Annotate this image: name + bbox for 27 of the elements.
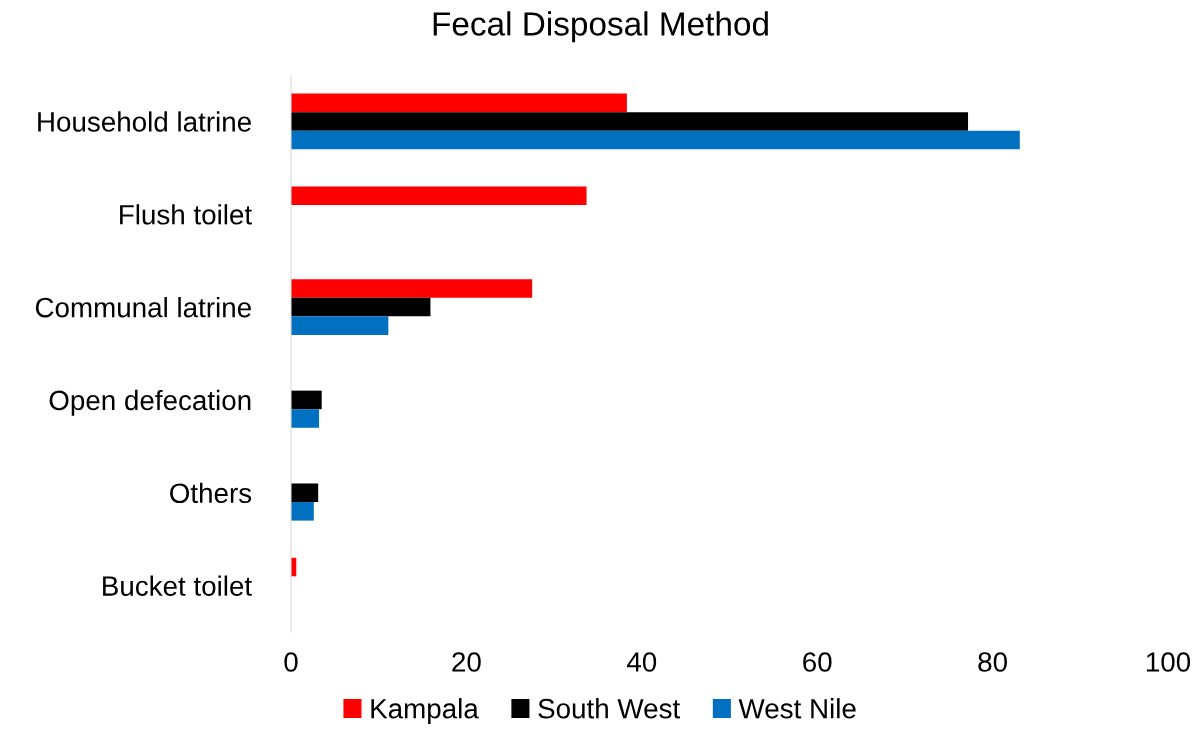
legend-label: Kampala [371, 698, 479, 724]
legend-label: South West [538, 698, 680, 719]
y-tick-label: Open defecation [49, 389, 251, 416]
x-tick-label: 0 [284, 652, 298, 672]
bar [291, 297, 431, 317]
bar [291, 409, 320, 428]
x-tick-label: 60 [803, 652, 832, 672]
chart-title: Fecal Disposal Method [433, 11, 768, 43]
bar [291, 112, 969, 131]
x-tick-label: 80 [978, 652, 1007, 672]
y-tick-label: Communal latrine [35, 297, 251, 318]
y-tick-label: Others [170, 482, 252, 504]
bar [291, 186, 587, 205]
y-tick-label: Flush toilet [120, 204, 252, 225]
bar [291, 390, 322, 410]
bar [291, 279, 533, 298]
x-tick-label: 20 [452, 652, 481, 672]
y-tick-label: Household latrine [38, 111, 251, 132]
x-tick-label: 40 [626, 652, 657, 672]
bar [291, 483, 319, 503]
y-tick-label: Bucket toilet [103, 575, 252, 596]
bar [291, 502, 314, 521]
bar [291, 130, 1020, 150]
legend-label: West Nile [738, 698, 856, 719]
bar [291, 316, 389, 335]
bar [291, 93, 627, 113]
x-tick-label: 100 [1146, 652, 1191, 672]
